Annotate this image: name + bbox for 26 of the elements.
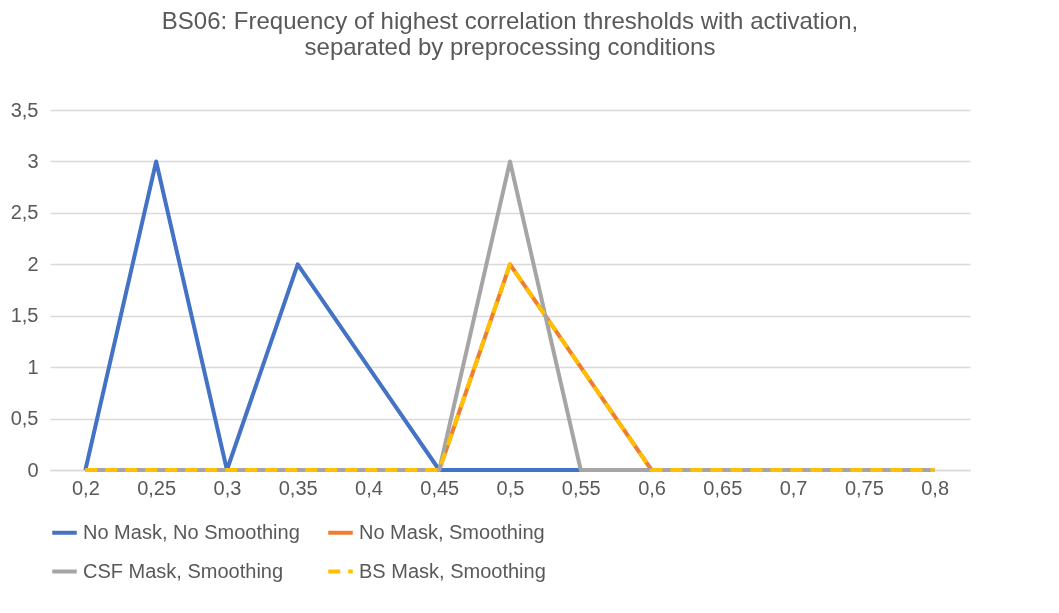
x-tick-label: 0,75 xyxy=(844,476,884,499)
y-tick-label: 2,5 xyxy=(10,201,39,224)
x-tick-label: 0,8 xyxy=(921,476,950,499)
x-tick-label: 0,5 xyxy=(496,476,525,499)
x-tick-label: 0,35 xyxy=(278,476,318,499)
legend-label: BS Mask, Smoothing xyxy=(359,559,546,582)
y-tick-label: 1,5 xyxy=(10,304,39,327)
x-tick-label: 0,6 xyxy=(638,476,666,499)
y-tick-label: 2 xyxy=(27,252,39,275)
legend-label: CSF Mask, Smoothing xyxy=(83,559,284,582)
x-tick-label: 0,7 xyxy=(779,476,808,499)
y-tick-label: 0 xyxy=(27,458,39,481)
y-tick-label: 3 xyxy=(27,149,39,172)
legend-label: No Mask, No Smoothing xyxy=(83,520,300,543)
legend-label: No Mask, Smoothing xyxy=(359,520,545,543)
x-tick-label: 0,2 xyxy=(71,476,100,499)
x-tick-label: 0,25 xyxy=(137,476,177,499)
y-tick-label: 1 xyxy=(27,355,39,378)
x-tick-label: 0,45 xyxy=(420,476,460,499)
x-tick-label: 0,4 xyxy=(355,476,383,499)
y-tick-label: 0,5 xyxy=(10,407,39,430)
chart-title: BS06: Frequency of highest correlation thresholds with activation, separated by preprocessing conditions xyxy=(161,7,859,60)
y-tick-label: 3,5 xyxy=(10,98,39,121)
x-tick-label: 0,65 xyxy=(703,476,743,499)
x-tick-label: 0,3 xyxy=(213,476,242,499)
x-tick-label: 0,55 xyxy=(561,476,601,499)
